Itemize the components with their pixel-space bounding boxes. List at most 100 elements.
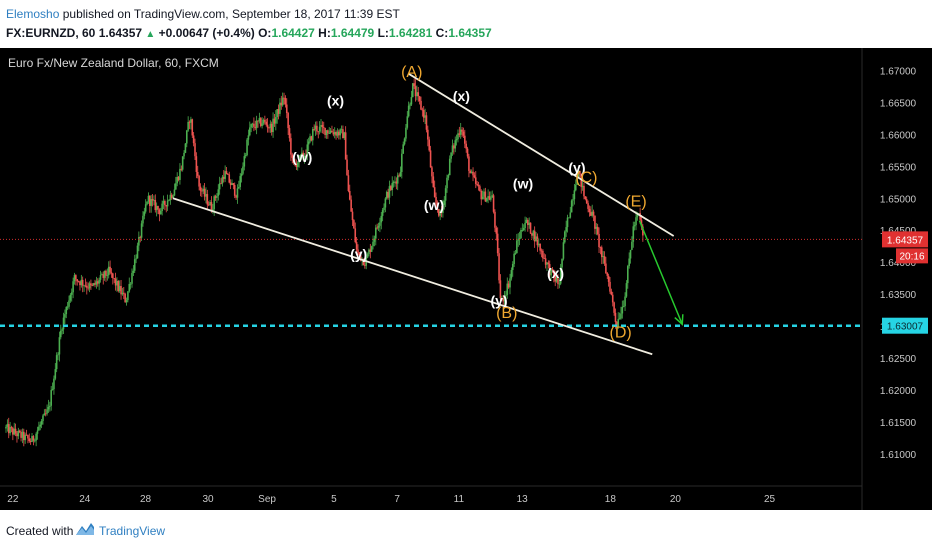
candle-body: [584, 196, 587, 200]
candle-body: [466, 148, 469, 157]
candle-body: [557, 277, 559, 284]
candle-body: [331, 130, 333, 133]
candle-body: [439, 210, 441, 216]
candle-body: [390, 186, 392, 190]
x-tick-label: 22: [7, 494, 19, 505]
candle-body: [127, 291, 129, 301]
candle-body: [500, 298, 503, 299]
candle-body: [626, 266, 629, 284]
candle-body: [58, 337, 61, 355]
chart-area[interactable]: 1.670001.665001.660001.655001.650001.645…: [0, 48, 932, 510]
candle-body: [154, 199, 157, 211]
candle-body: [405, 127, 407, 139]
candle-body: [173, 189, 176, 196]
candle-body: [585, 199, 588, 204]
candle-body: [273, 118, 276, 124]
candle-body: [242, 166, 244, 174]
candle-body: [194, 143, 196, 157]
candle-body: [309, 136, 311, 142]
candle-body: [246, 139, 248, 156]
candle-body: [296, 162, 299, 167]
candle-body: [347, 175, 350, 192]
candle-body: [177, 176, 180, 180]
candle-body: [36, 430, 39, 434]
y-tick-label: 1.67000: [880, 66, 917, 77]
candle-body: [47, 406, 50, 410]
countdown-badge: [896, 248, 928, 264]
candle-body: [288, 128, 291, 139]
wave-label: (A): [401, 64, 422, 81]
candle-body: [359, 255, 362, 261]
candle-body: [317, 131, 320, 133]
x-tick-label: 13: [517, 494, 529, 505]
candle-body: [120, 286, 122, 295]
candle-body: [250, 124, 252, 128]
candle-body: [84, 285, 87, 287]
candle-body: [107, 266, 110, 276]
candle-body: [613, 302, 615, 313]
candle-body: [51, 389, 54, 391]
candle-body: [33, 440, 36, 442]
candle-body: [301, 152, 303, 156]
candle-body: [595, 226, 598, 229]
candle-body: [276, 109, 278, 118]
publication-line: Elemosho published on TradingView.com, S…: [6, 7, 400, 21]
candle-body: [112, 273, 114, 279]
tradingview-brand-link[interactable]: TradingView: [99, 524, 166, 538]
candle-body: [506, 283, 509, 295]
candle-body: [599, 247, 602, 248]
candle-body: [406, 116, 409, 128]
candle-body: [432, 176, 435, 188]
candle-body: [261, 123, 263, 126]
target-arrow-line: [638, 220, 683, 325]
candle-body: [125, 300, 128, 303]
x-tick-label: 30: [202, 494, 214, 505]
candle-body: [162, 201, 165, 204]
candle-body: [25, 434, 28, 436]
candle-body: [322, 127, 325, 128]
price-chart-svg[interactable]: 1.670001.665001.660001.655001.650001.645…: [0, 48, 932, 510]
candle-body: [62, 317, 65, 330]
candle-body: [122, 292, 125, 294]
candle-body: [447, 175, 450, 178]
candle-body: [143, 211, 146, 216]
candle-body: [199, 186, 202, 191]
candle-body: [94, 283, 96, 285]
candle-body: [395, 181, 398, 184]
candle-body: [13, 428, 16, 435]
candle-body: [388, 186, 391, 198]
candle-body: [410, 97, 413, 105]
created-with-text: Created with: [6, 524, 74, 538]
candle-body: [232, 183, 235, 186]
wave-label: (w): [424, 197, 444, 213]
candle-body: [481, 196, 484, 200]
candle-body: [285, 104, 288, 114]
candle-body: [262, 119, 265, 124]
candle-body: [53, 378, 55, 390]
candle-body: [573, 190, 576, 200]
candle-body: [502, 298, 504, 302]
tradingview-logo-icon[interactable]: [75, 521, 95, 537]
candle-body: [565, 227, 567, 232]
candle-body: [270, 123, 273, 133]
candle-body: [159, 211, 162, 215]
candle-body: [168, 200, 170, 201]
candle-body: [191, 119, 194, 136]
wave-label: (C): [575, 169, 597, 186]
candle-body: [546, 262, 548, 265]
author-link[interactable]: Elemosho: [6, 7, 60, 21]
x-tick-label: 7: [394, 494, 400, 505]
wave-label: (D): [609, 325, 631, 342]
candle-body: [102, 274, 105, 278]
candle-body: [533, 230, 536, 242]
candle-body: [179, 168, 181, 180]
candle-body: [220, 183, 222, 185]
candle-body: [69, 294, 72, 301]
x-tick-label: 18: [605, 494, 617, 505]
candle-body: [570, 200, 573, 213]
candle-body: [490, 197, 492, 200]
candle-body: [594, 215, 596, 229]
high-value: 1.64479: [330, 26, 375, 40]
candle-body: [43, 413, 46, 416]
candle-body: [259, 118, 262, 126]
